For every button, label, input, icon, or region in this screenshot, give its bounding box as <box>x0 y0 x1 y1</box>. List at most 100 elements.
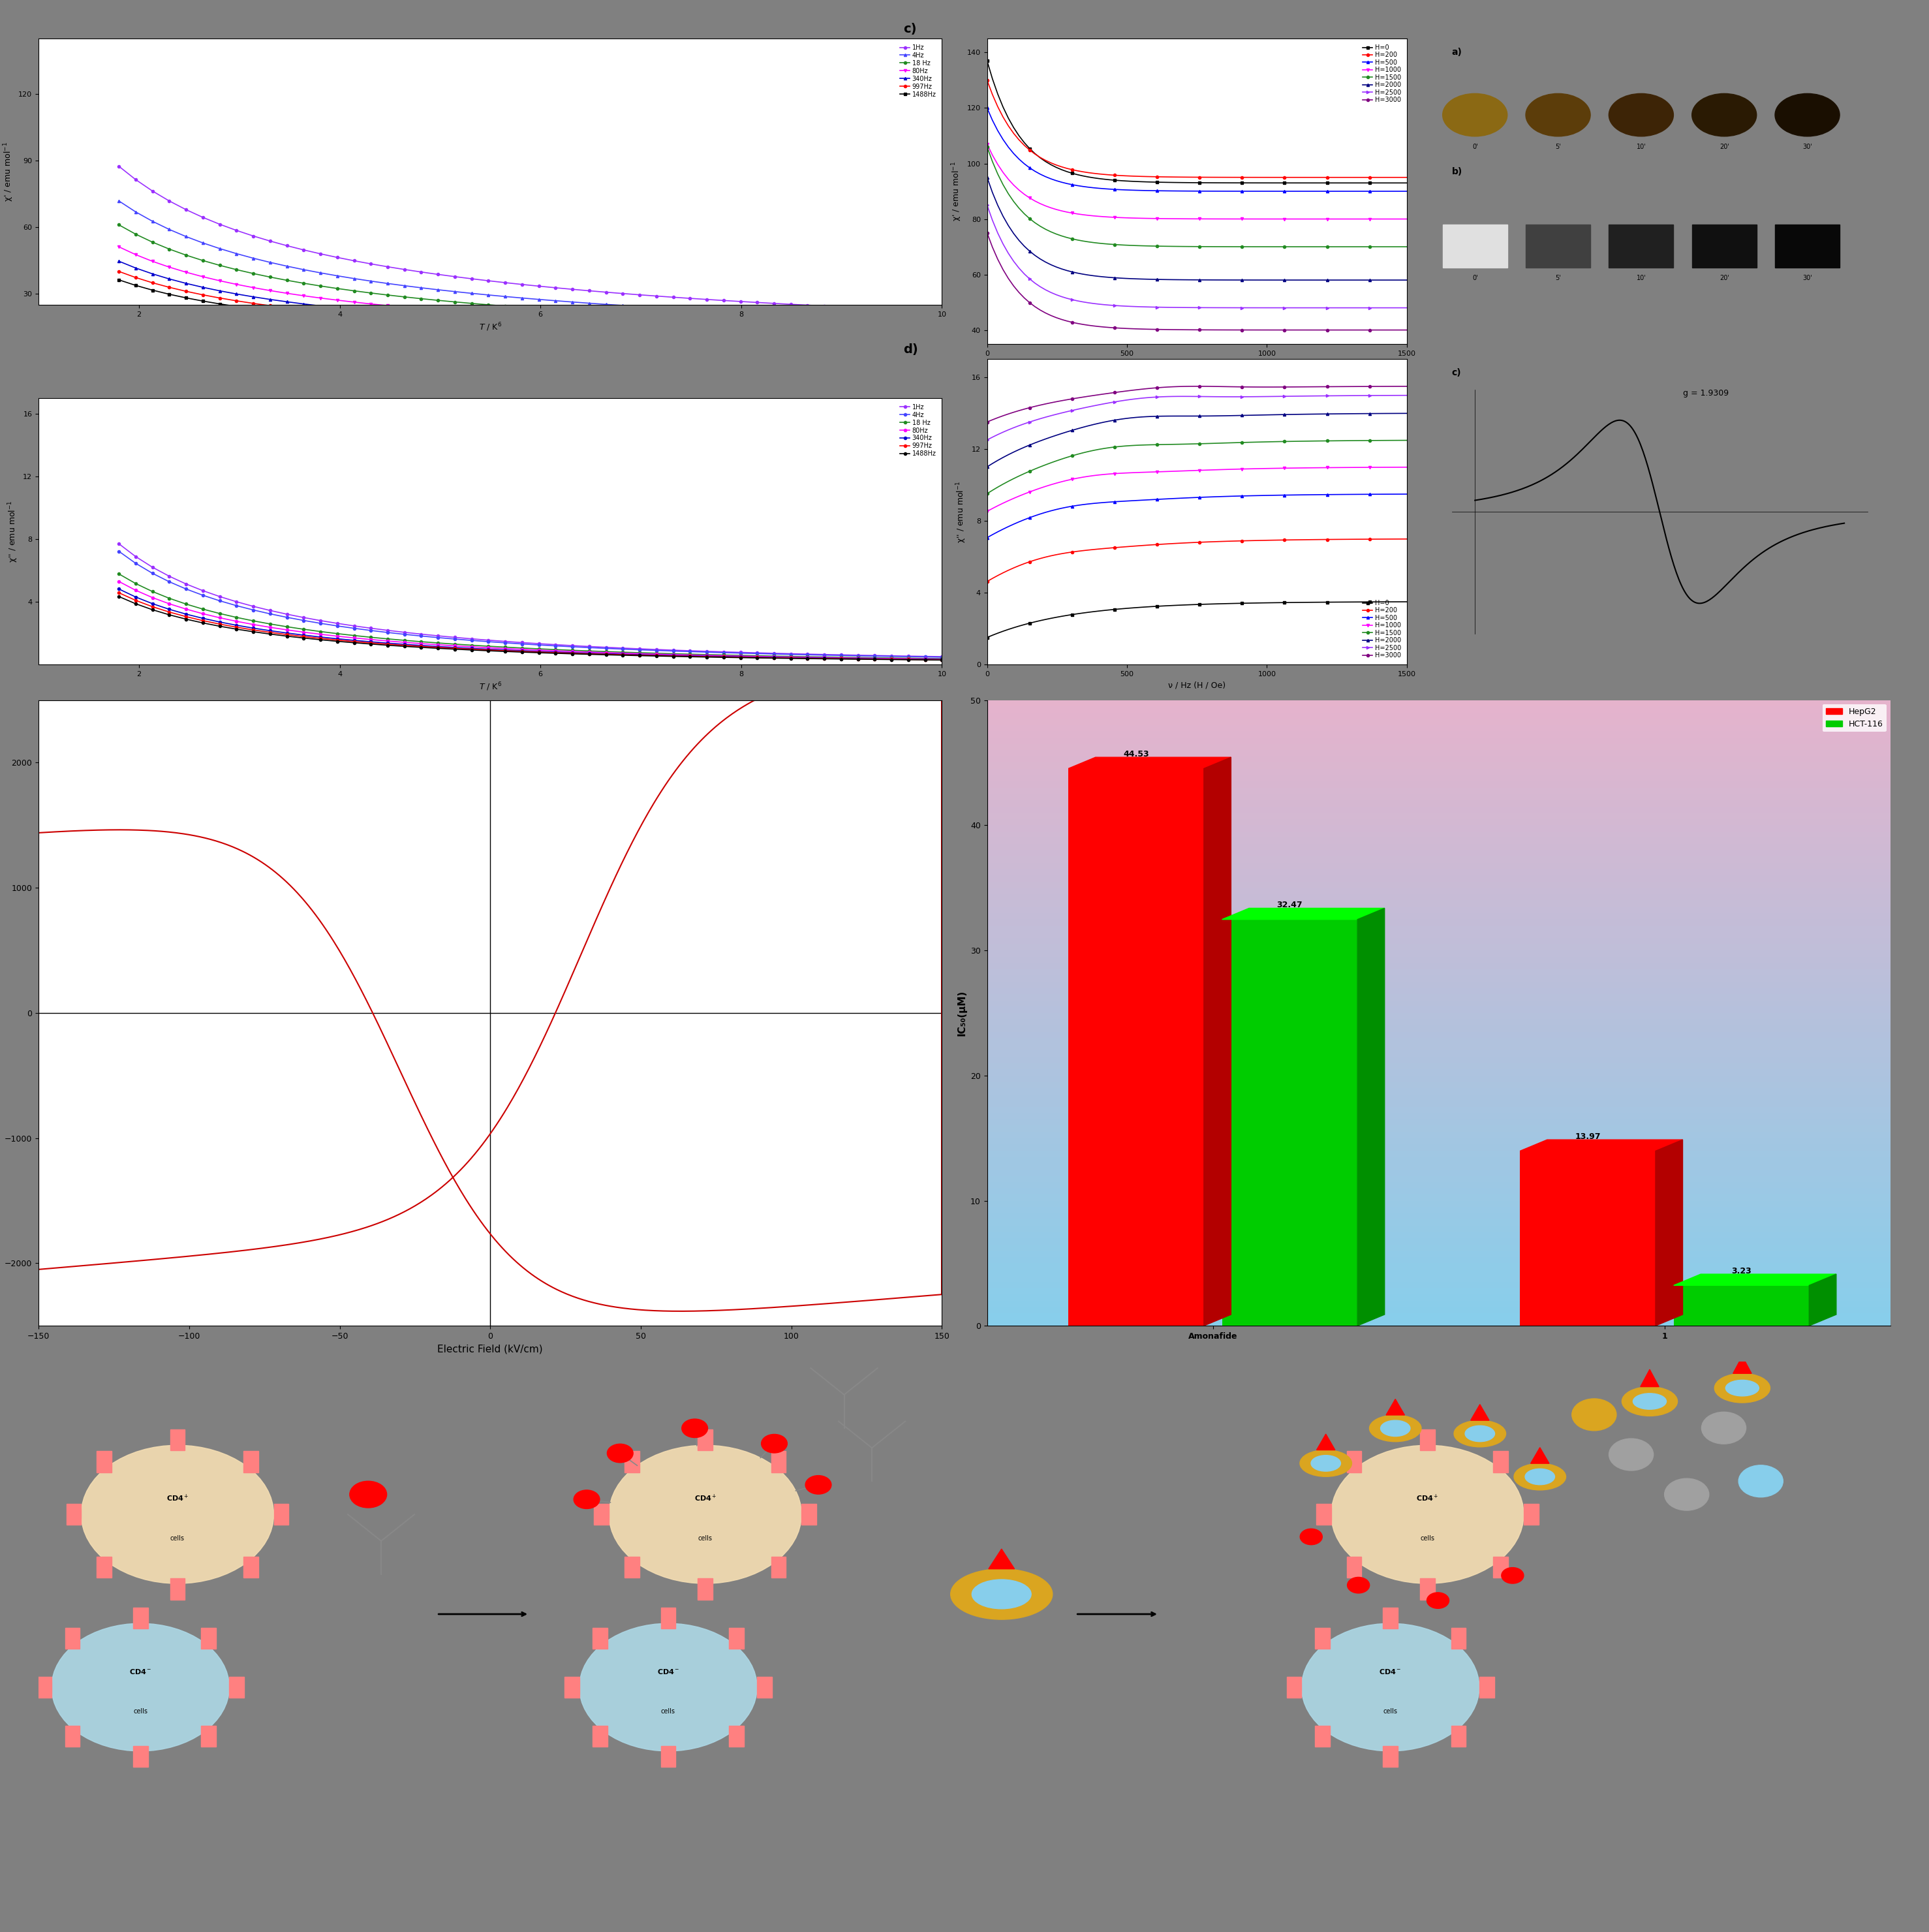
18 Hz <box>694 643 718 667</box>
1Hz <box>494 630 517 653</box>
4Hz <box>494 284 517 307</box>
H=1500 <box>976 135 999 158</box>
4Hz <box>577 636 600 659</box>
997Hz <box>662 645 685 668</box>
997Hz <box>862 325 885 348</box>
1488Hz <box>644 323 667 346</box>
Circle shape <box>579 1623 756 1750</box>
H=200 <box>1395 166 1418 189</box>
Line: 340Hz: 340Hz <box>118 587 943 661</box>
340Hz <box>577 641 600 665</box>
Line: 340Hz: 340Hz <box>118 259 943 336</box>
1Hz <box>258 599 282 622</box>
1Hz <box>662 639 685 663</box>
80Hz <box>662 311 685 334</box>
Bar <box>1493 1557 1508 1578</box>
340Hz <box>527 311 550 334</box>
H=1000 <box>1246 207 1269 230</box>
Bar <box>988 1283 1890 1289</box>
18 Hz <box>629 641 652 665</box>
Bar <box>37 1677 52 1698</box>
340Hz <box>880 323 903 346</box>
340Hz <box>829 321 853 344</box>
1Hz <box>779 641 802 665</box>
997Hz <box>276 622 299 645</box>
340Hz <box>797 647 820 670</box>
Bar <box>988 800 1890 806</box>
4Hz <box>359 618 382 641</box>
4Hz <box>544 290 567 313</box>
Bar <box>988 1107 1890 1113</box>
340Hz <box>747 645 770 668</box>
1488Hz <box>914 649 937 672</box>
997Hz <box>123 589 147 612</box>
1Hz <box>694 639 718 663</box>
H=0 <box>1231 591 1254 614</box>
1Hz <box>108 531 131 554</box>
4Hz <box>797 303 820 327</box>
997Hz <box>191 609 214 632</box>
Bar <box>988 724 1890 732</box>
Bar <box>1069 769 1204 1325</box>
H=1500 <box>1246 431 1269 454</box>
80Hz <box>694 313 718 336</box>
4Hz <box>629 638 652 661</box>
997Hz <box>594 317 617 340</box>
18 Hz <box>343 624 367 647</box>
Bar <box>1692 224 1757 267</box>
80Hz <box>747 645 770 668</box>
Line: H=0: H=0 <box>986 60 1408 184</box>
4Hz <box>459 282 482 305</box>
80Hz <box>191 265 214 288</box>
4Hz <box>394 274 417 298</box>
997Hz <box>712 321 735 344</box>
H=500 <box>1246 180 1269 203</box>
1Hz <box>829 643 853 667</box>
18 Hz <box>847 645 870 668</box>
Bar <box>988 920 1890 925</box>
80Hz <box>174 261 197 284</box>
Bar <box>988 976 1890 981</box>
Bar <box>698 1578 712 1600</box>
997Hz <box>208 612 231 636</box>
4Hz <box>930 309 953 332</box>
H=2500 <box>1262 296 1285 319</box>
1Hz <box>930 645 953 668</box>
Bar <box>988 1177 1890 1182</box>
340Hz <box>511 639 534 663</box>
1Hz <box>594 636 617 659</box>
340Hz <box>729 319 752 342</box>
997Hz <box>577 641 600 665</box>
18 Hz <box>644 641 667 665</box>
4Hz <box>847 643 870 667</box>
80Hz <box>544 307 567 330</box>
4Hz <box>309 612 332 636</box>
997Hz <box>191 284 214 307</box>
Text: cells: cells <box>170 1536 185 1542</box>
1Hz <box>258 230 282 253</box>
1Hz <box>847 296 870 319</box>
1Hz <box>662 286 685 309</box>
340Hz <box>326 296 349 319</box>
1488Hz <box>847 647 870 670</box>
Bar <box>133 1747 149 1768</box>
1488Hz <box>258 299 282 323</box>
Bar <box>988 1200 1890 1208</box>
18 Hz <box>226 607 249 630</box>
Bar <box>988 1043 1890 1051</box>
Bar <box>988 1051 1890 1057</box>
997Hz <box>291 624 314 647</box>
1488Hz <box>812 327 835 350</box>
H=2500 <box>1262 384 1285 408</box>
Bar <box>988 1264 1890 1269</box>
Ellipse shape <box>972 1580 1032 1609</box>
80Hz <box>914 647 937 670</box>
80Hz <box>241 276 264 299</box>
4Hz <box>897 645 920 668</box>
18 Hz <box>611 641 635 665</box>
H=0 <box>1346 591 1370 614</box>
18 Hz <box>276 614 299 638</box>
1488Hz <box>444 315 467 338</box>
997Hz <box>527 315 550 338</box>
80Hz <box>376 630 399 653</box>
